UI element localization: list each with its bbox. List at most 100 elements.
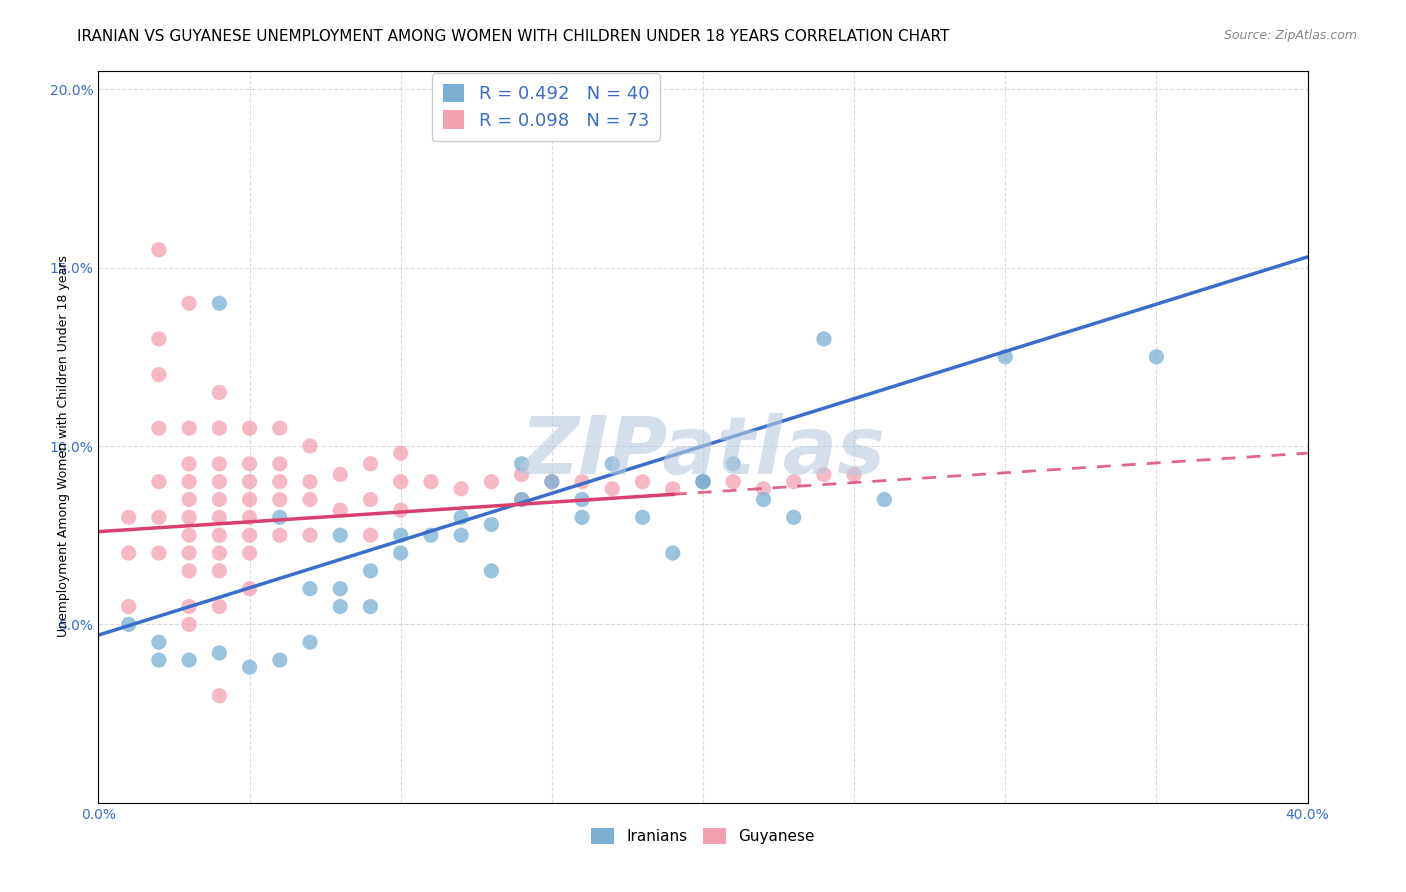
Point [329,467,352,482]
Point [269,457,291,471]
Point [269,653,291,667]
Point [661,546,683,560]
Point [329,528,352,542]
Point [752,492,775,507]
Point [752,482,775,496]
Point [179,617,201,632]
Point [661,482,683,496]
Point [299,582,322,596]
Point [269,510,291,524]
Point [148,653,170,667]
Point [360,492,382,507]
Point [329,582,352,596]
Point [783,510,806,524]
Legend: Iranians, Guyanese: Iranians, Guyanese [585,822,821,850]
Point [148,475,170,489]
Point [844,467,866,482]
Point [631,475,654,489]
Point [450,510,472,524]
Point [179,546,201,560]
Point [329,599,352,614]
Point [692,475,714,489]
Point [813,467,835,482]
Point [148,368,170,382]
Point [179,421,201,435]
Point [481,517,503,532]
Point [299,475,322,489]
Point [208,689,231,703]
Point [510,492,533,507]
Point [540,475,562,489]
Point [239,528,262,542]
Point [208,646,231,660]
Point [299,492,322,507]
Point [269,421,291,435]
Point [239,510,262,524]
Point [179,528,201,542]
Point [299,439,322,453]
Point [389,475,412,489]
Point [723,475,745,489]
Point [420,528,443,542]
Point [208,296,231,310]
Point [239,457,262,471]
Point [208,510,231,524]
Point [873,492,896,507]
Text: ZIPatlas: ZIPatlas [520,413,886,491]
Point [179,564,201,578]
Point [360,528,382,542]
Point [299,635,322,649]
Point [148,510,170,524]
Point [389,546,412,560]
Point [208,385,231,400]
Point [813,332,835,346]
Point [208,546,231,560]
Point [510,467,533,482]
Point [389,503,412,517]
Point [179,599,201,614]
Point [118,510,141,524]
Point [208,599,231,614]
Point [510,492,533,507]
Point [360,564,382,578]
Point [783,475,806,489]
Point [239,475,262,489]
Point [239,582,262,596]
Point [148,332,170,346]
Point [389,528,412,542]
Point [420,475,443,489]
Point [118,617,141,632]
Point [450,528,472,542]
Point [360,457,382,471]
Point [148,243,170,257]
Point [208,421,231,435]
Point [571,510,593,524]
Point [540,475,562,489]
Point [269,528,291,542]
Point [148,635,170,649]
Point [571,492,593,507]
Point [118,546,141,560]
Point [1144,350,1167,364]
Point [179,296,201,310]
Point [269,492,291,507]
Point [571,475,593,489]
Point [208,475,231,489]
Point [723,457,745,471]
Point [450,482,472,496]
Point [994,350,1017,364]
Point [692,475,714,489]
Point [239,421,262,435]
Point [208,528,231,542]
Point [208,492,231,507]
Point [179,457,201,471]
Point [148,546,170,560]
Point [208,457,231,471]
Point [299,528,322,542]
Point [389,446,412,460]
Point [631,510,654,524]
Point [118,599,141,614]
Point [239,492,262,507]
Point [602,457,624,471]
Point [329,503,352,517]
